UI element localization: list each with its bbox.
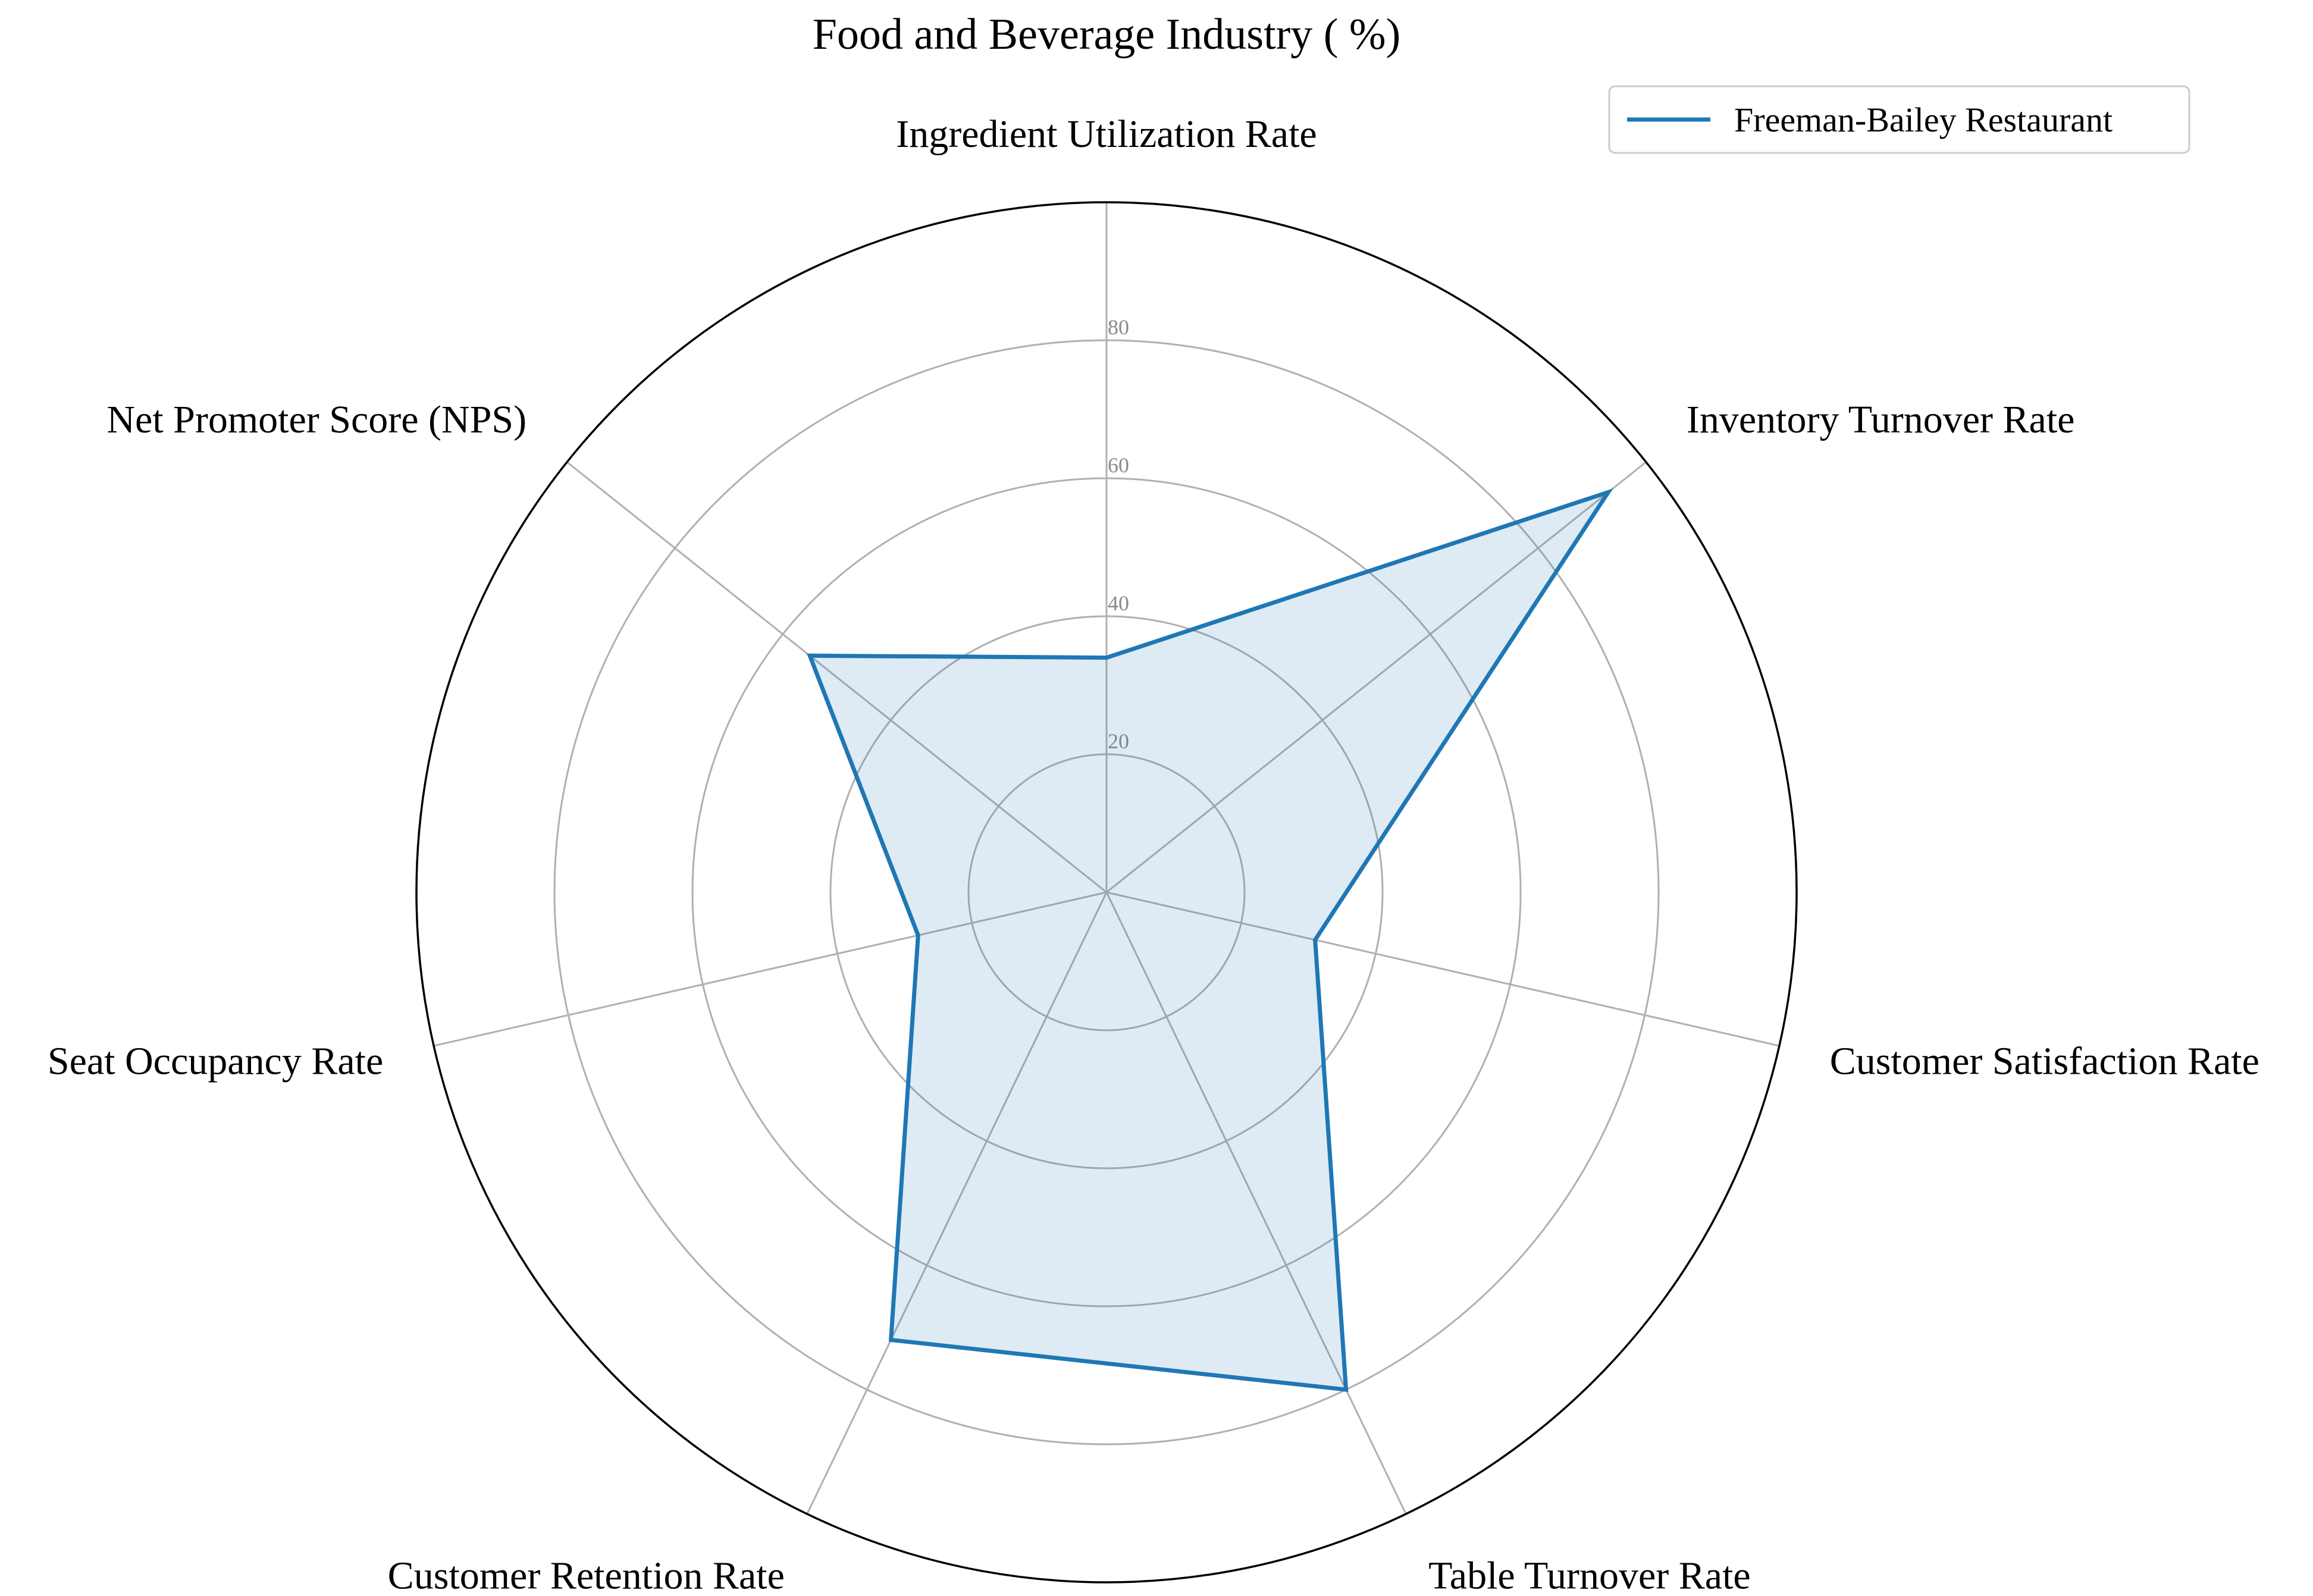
grid-spokes [433,202,1780,1515]
axis-labels: Ingredient Utilization Rate Inventory Tur… [48,112,2259,1596]
legend-series-label: Freeman-Bailey Restaurant [1734,101,2113,139]
series-area-0 [810,492,1609,1390]
axis-label-5: Seat Occupancy Rate [48,1040,383,1083]
spoke-6 [566,461,1107,893]
axis-label-2: Customer Satisfaction Rate [1830,1040,2259,1083]
spoke-2 [1106,891,1780,1047]
spoke-5 [433,891,1107,1047]
legend: Freeman-Bailey Restaurant [1608,85,2190,154]
polar-frame [415,201,1798,1584]
chart-title: Food and Beverage Industry ( %) [813,10,1400,59]
radial-tick-labels: 20 40 60 80 [1108,315,1129,753]
radial-tick-label-80: 80 [1108,315,1129,339]
axis-label-4: Customer Retention Rate [388,1554,785,1596]
spoke-4 [806,892,1108,1515]
series-line-0 [807,488,1613,1393]
radial-tick-label-40: 40 [1108,591,1129,615]
radial-tick-label-60: 60 [1108,453,1129,477]
axis-label-0: Ingredient Utilization Rate [896,112,1317,156]
axis-label-6: Net Promoter Score (NPS) [106,398,526,441]
series-layer [807,488,1613,1393]
spoke-3 [1105,892,1407,1515]
axis-label-3: Table Turnover Rate [1428,1554,1751,1596]
axis-label-1: Inventory Turnover Rate [1687,398,2075,441]
spoke-1 [1106,461,1647,893]
radial-tick-label-20: 20 [1108,729,1129,753]
legend-box [1608,85,2190,154]
